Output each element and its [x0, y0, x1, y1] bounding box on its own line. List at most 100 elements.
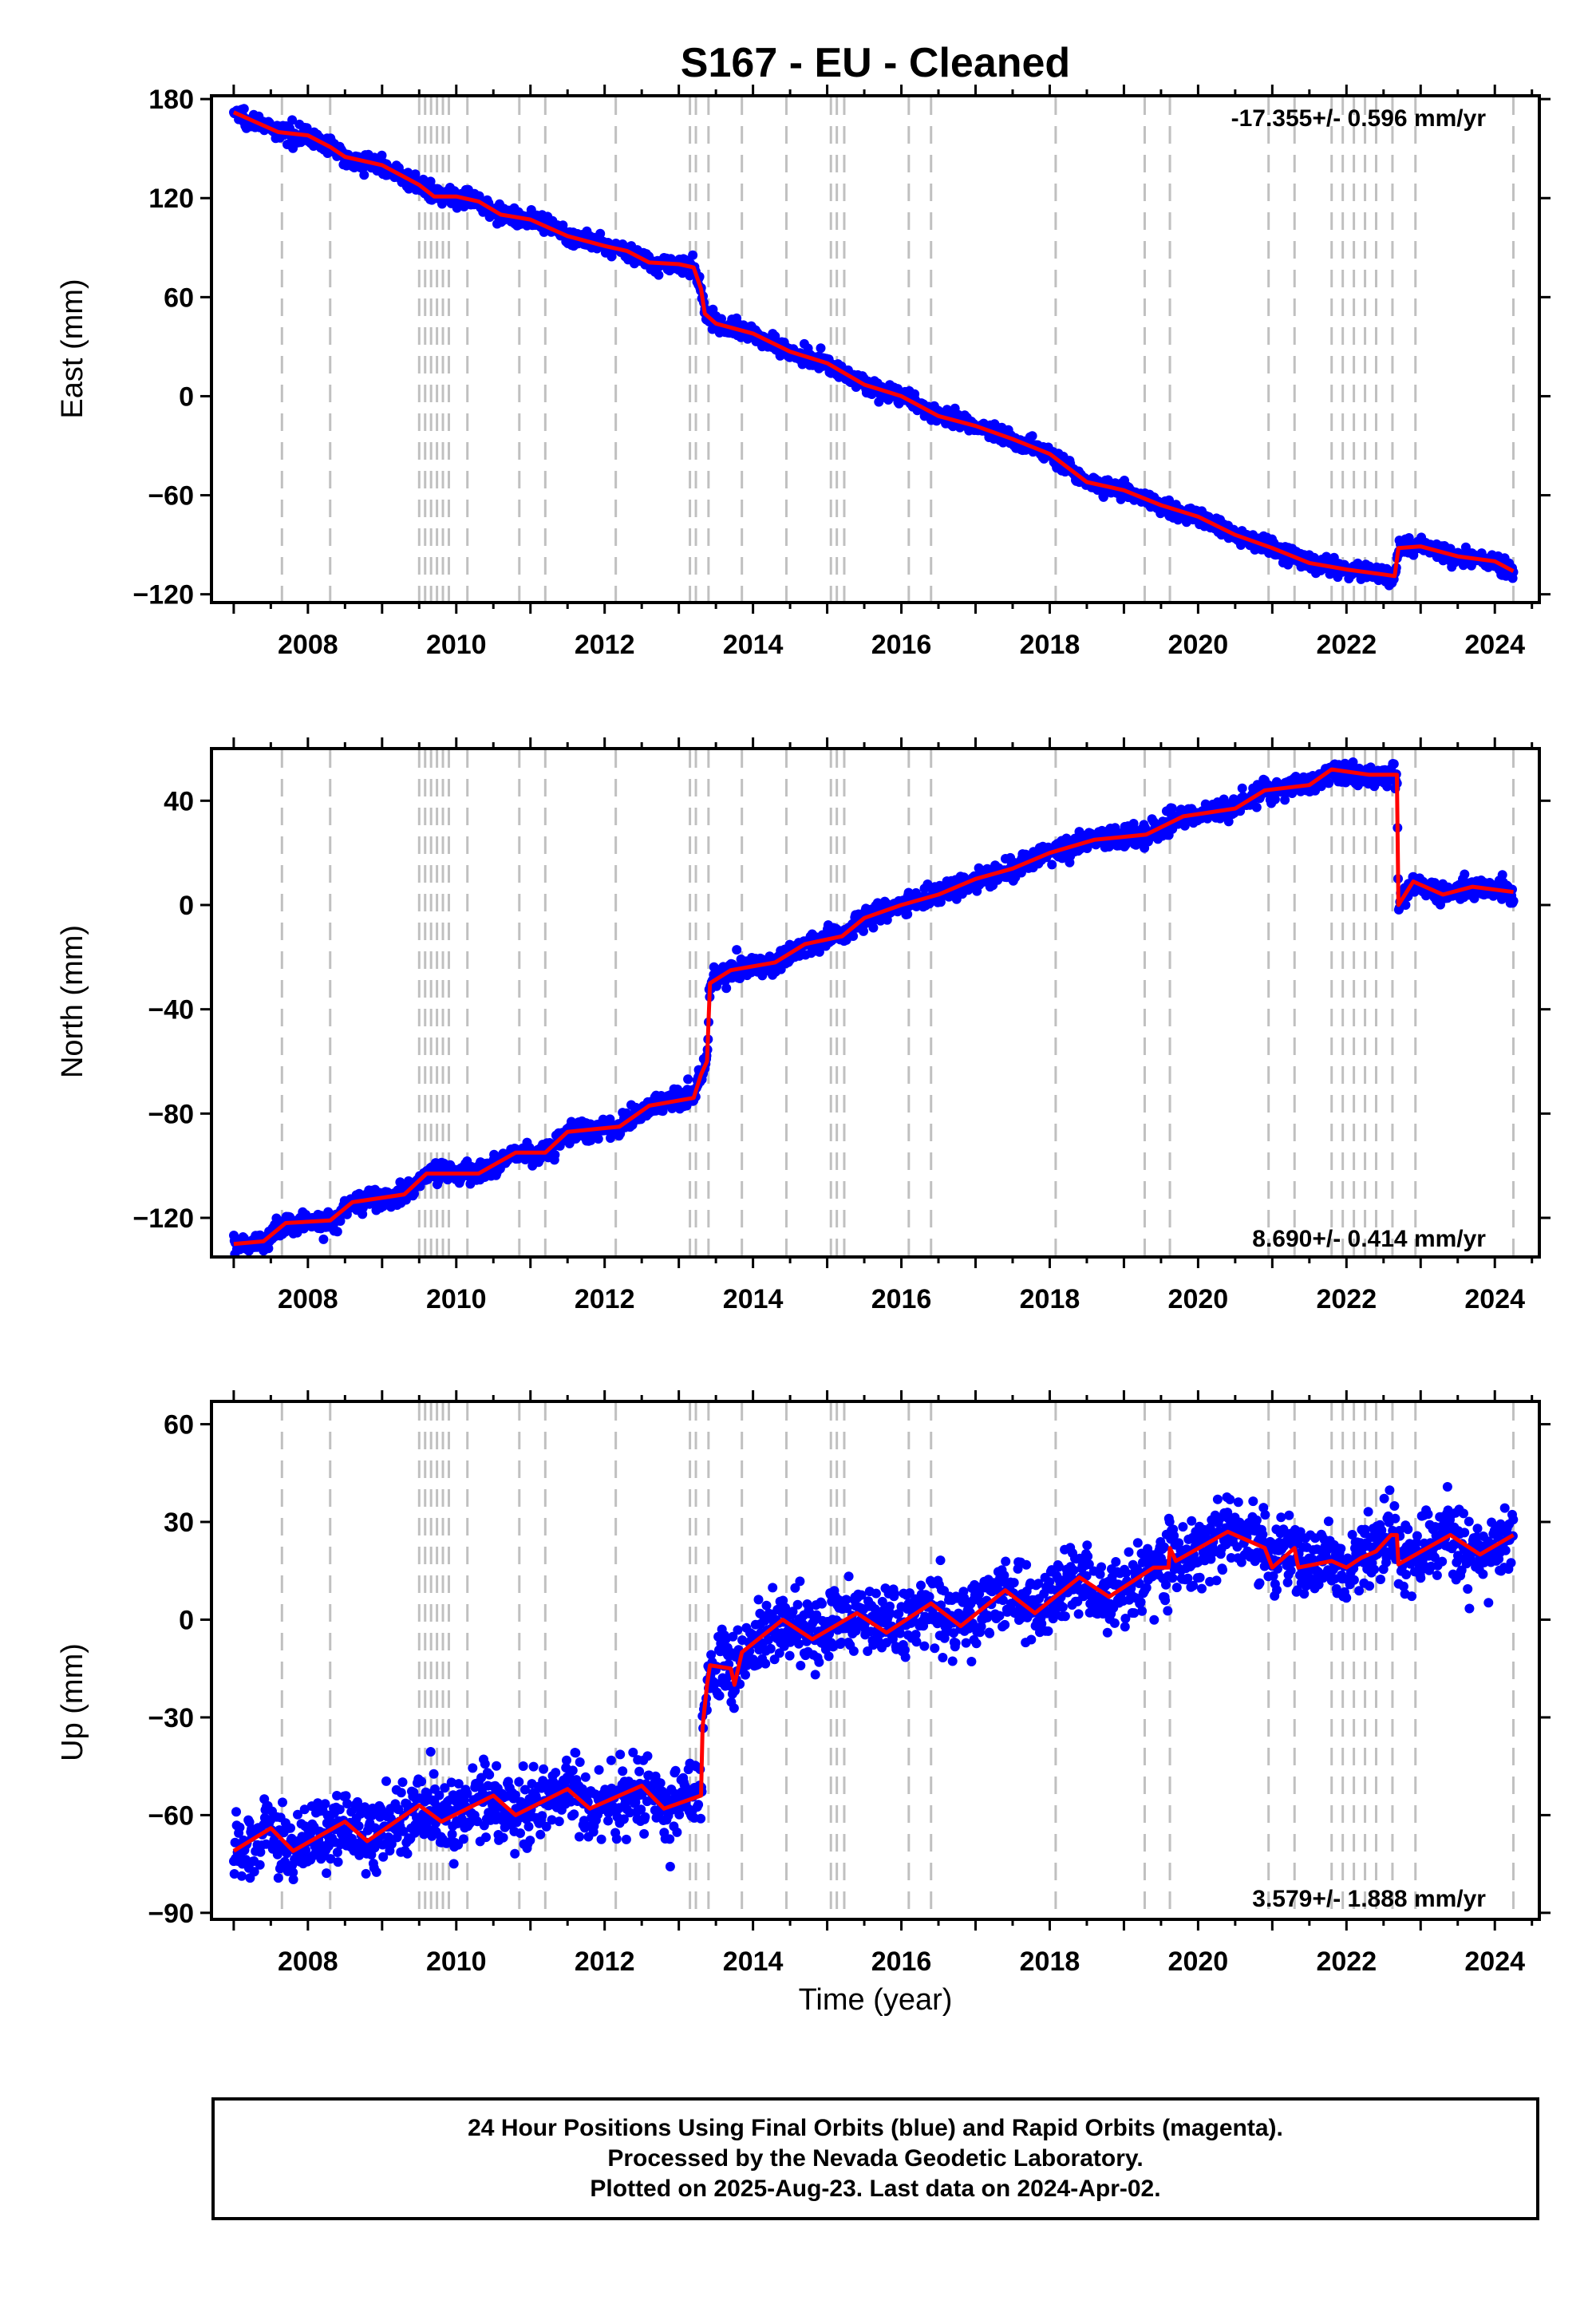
x-tick-label: 2016 — [871, 630, 932, 660]
east-y-axis-title: East (mm) — [56, 279, 89, 418]
data-point — [326, 1854, 336, 1864]
data-point — [398, 1826, 409, 1836]
data-point — [320, 1799, 330, 1809]
data-point — [332, 1227, 342, 1237]
data-point — [318, 1234, 329, 1244]
y-tick-label: −40 — [148, 995, 194, 1026]
east-plot-area: 2008 2010 2012 2014 2016 2018 2020 2022 2024−120… — [132, 85, 1551, 660]
x-tick-label: 2024 — [1464, 630, 1525, 660]
data-point — [1251, 802, 1262, 812]
data-point — [273, 1873, 283, 1883]
east-data-points — [229, 104, 1519, 591]
data-point — [229, 1869, 239, 1879]
x-tick-label: 2010 — [426, 1284, 487, 1314]
x-tick-label: 2014 — [723, 1284, 784, 1314]
y-tick-label: 180 — [148, 85, 194, 115]
north-rate-label: 8.690+/- 0.414 mm/yr — [1252, 1226, 1486, 1252]
data-point — [396, 1788, 406, 1798]
data-point — [593, 1134, 603, 1144]
up-data-points — [229, 1482, 1519, 1884]
data-point — [848, 931, 859, 941]
data-point — [1460, 869, 1470, 879]
north-frame — [210, 747, 1541, 1259]
data-point — [425, 1747, 436, 1757]
data-point — [520, 1784, 530, 1795]
data-point — [354, 1821, 364, 1831]
data-point — [732, 945, 742, 955]
x-tick-label: 2012 — [575, 630, 635, 660]
north-plot-area: 2008 2010 2012 2014 2016 2018 2020 2022 2024−120… — [132, 737, 1551, 1314]
data-point — [1324, 778, 1334, 788]
data-point — [514, 1777, 524, 1787]
east-rate-label: -17.355+/- 0.596 mm/yr — [1231, 105, 1487, 132]
data-point — [492, 1761, 502, 1771]
y-tick-label: 0 — [179, 891, 194, 921]
data-point — [468, 1763, 478, 1773]
data-point — [397, 1777, 408, 1788]
data-point — [335, 1216, 346, 1226]
data-point — [550, 1150, 560, 1160]
data-point — [1270, 794, 1280, 804]
data-point — [1382, 781, 1393, 792]
data-point — [462, 1788, 472, 1799]
y-tick-label: −120 — [132, 1203, 194, 1234]
data-point — [816, 343, 826, 354]
data-point — [453, 1779, 464, 1789]
data-point — [410, 169, 421, 180]
north-panel: 2008 2010 2012 2014 2016 2018 2020 2022 2024−120… — [56, 737, 1551, 1314]
x-tick-label: 2008 — [278, 1284, 338, 1314]
data-point — [293, 1809, 302, 1820]
x-tick-label: 2008 — [278, 630, 338, 660]
data-point — [481, 1832, 491, 1843]
data-point — [322, 1868, 332, 1879]
data-point — [249, 1867, 259, 1877]
data-point — [498, 1832, 508, 1843]
x-tick-label: 2022 — [1316, 1284, 1377, 1314]
data-point — [446, 1777, 456, 1788]
x-tick-label: 2020 — [1168, 630, 1229, 660]
data-point — [1400, 900, 1411, 910]
data-point — [332, 1791, 342, 1800]
data-point — [516, 1828, 525, 1838]
y-tick-label: −60 — [148, 481, 194, 512]
data-point — [353, 1796, 362, 1807]
data-point — [874, 397, 884, 407]
data-point — [484, 1769, 495, 1780]
data-point — [279, 1856, 290, 1867]
data-point — [474, 191, 484, 201]
data-point — [286, 1823, 295, 1833]
data-point — [1098, 492, 1108, 502]
data-point — [392, 1832, 402, 1843]
data-point — [1280, 795, 1290, 805]
y-tick-label: 0 — [179, 381, 194, 412]
data-point — [606, 1133, 615, 1143]
data-point — [480, 1759, 490, 1769]
y-tick-label: −120 — [132, 580, 194, 611]
x-tick-label: 2022 — [1316, 630, 1377, 660]
data-point — [235, 1822, 245, 1832]
data-point — [1223, 816, 1234, 827]
data-point — [359, 170, 369, 180]
x-tick-label: 2018 — [1020, 1284, 1080, 1314]
data-point — [381, 1776, 391, 1786]
x-tick-label: 2012 — [575, 1284, 635, 1314]
data-point — [1404, 533, 1414, 543]
data-point — [313, 1798, 323, 1808]
x-tick-label: 2014 — [723, 630, 784, 660]
data-point — [654, 270, 664, 280]
data-point — [1047, 860, 1057, 870]
data-point — [458, 1834, 468, 1844]
data-point — [371, 1867, 381, 1877]
data-point — [688, 250, 698, 260]
data-point — [236, 1871, 247, 1881]
north-model-line — [233, 767, 1514, 1247]
east-frame — [210, 94, 1541, 604]
data-point — [434, 1790, 444, 1800]
data-point — [721, 983, 732, 994]
data-point — [287, 115, 298, 125]
x-tick-label: 2020 — [1168, 1284, 1229, 1314]
data-point — [342, 1799, 353, 1808]
north-data-points — [229, 757, 1519, 1257]
data-point — [334, 1804, 345, 1815]
